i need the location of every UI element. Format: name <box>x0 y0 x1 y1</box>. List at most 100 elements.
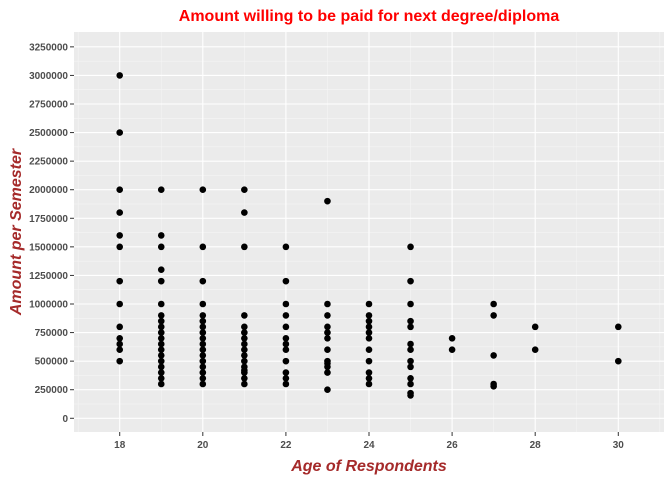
y-tick-label: 1250000 <box>29 271 68 282</box>
data-point <box>157 363 165 371</box>
data-point <box>407 300 414 308</box>
y-tick-label: 250000 <box>35 385 69 396</box>
data-point <box>157 346 165 354</box>
data-point <box>116 232 124 239</box>
data-point <box>116 277 124 285</box>
data-point <box>157 374 165 382</box>
data-point <box>407 392 414 399</box>
data-point <box>157 243 165 251</box>
data-point <box>365 317 373 325</box>
data-point <box>199 300 207 308</box>
minor-x-gridlines <box>77 32 661 432</box>
y-axis-ticks: 0 250000 500000 750000 1000000 1250000 1500000… <box>29 42 74 425</box>
data-point <box>324 323 331 331</box>
data-point <box>407 340 414 348</box>
data-point <box>407 323 414 331</box>
data-point <box>490 382 497 390</box>
data-point <box>282 323 290 331</box>
data-point <box>116 129 124 136</box>
data-point <box>614 323 622 331</box>
data-point <box>241 186 248 194</box>
data-point <box>365 312 373 319</box>
data-point <box>199 380 207 388</box>
data-point <box>241 340 248 348</box>
data-point <box>157 329 165 336</box>
data-point <box>241 380 248 388</box>
y-tick-label: 3250000 <box>29 42 68 53</box>
data-point <box>116 340 124 348</box>
data-point <box>241 323 248 331</box>
data-point <box>241 209 248 216</box>
y-axis-label: Amount per Semester <box>8 148 25 316</box>
data-point <box>490 300 497 308</box>
data-point <box>365 369 373 376</box>
data-point <box>282 357 290 365</box>
data-point <box>157 317 165 325</box>
x-tick-label: 30 <box>613 440 625 451</box>
data-point <box>282 312 290 319</box>
data-point <box>407 243 414 251</box>
x-tick-label: 26 <box>447 440 459 451</box>
data-point <box>324 300 331 308</box>
data-point <box>157 266 165 274</box>
data-point <box>365 329 373 336</box>
data-point <box>199 317 207 325</box>
data-point <box>324 363 331 371</box>
chart-title: Amount willing to be paid for next degre… <box>179 8 560 25</box>
data-point <box>199 323 207 331</box>
data-point <box>365 334 373 342</box>
data-point <box>116 357 124 365</box>
y-tick-label: 2500000 <box>29 128 68 139</box>
data-point <box>116 209 124 216</box>
x-tick-label: 20 <box>197 440 209 451</box>
data-point <box>199 334 207 342</box>
data-point <box>282 374 290 382</box>
data-point <box>490 352 497 359</box>
data-point <box>241 369 248 376</box>
data-point <box>241 357 248 365</box>
data-point <box>282 346 290 354</box>
data-point <box>157 380 165 388</box>
data-point <box>241 346 248 354</box>
data-point <box>199 329 207 336</box>
data-point <box>199 374 207 382</box>
data-point <box>365 323 373 331</box>
data-point <box>282 334 290 342</box>
x-axis-ticks: 18 20 22 24 26 28 30 <box>114 432 624 451</box>
data-point <box>282 369 290 376</box>
x-tick-label: 28 <box>530 440 542 451</box>
data-point <box>241 334 248 342</box>
x-tick-label: 22 <box>280 440 292 451</box>
data-point <box>241 374 248 382</box>
data-point <box>282 277 290 285</box>
y-tick-label: 3000000 <box>29 71 68 82</box>
data-point <box>157 277 165 285</box>
y-tick-label: 1000000 <box>29 300 68 311</box>
data-point <box>324 197 331 205</box>
data-point <box>157 323 165 331</box>
data-point <box>490 312 497 319</box>
data-point <box>157 300 165 308</box>
data-point <box>199 277 207 285</box>
data-point <box>116 186 124 194</box>
data-point <box>365 300 373 308</box>
data-point <box>157 232 165 239</box>
x-axis-label: Age of Respondents <box>290 458 447 475</box>
data-point <box>199 346 207 354</box>
data-point <box>448 346 456 354</box>
x-tick-label: 18 <box>114 440 126 451</box>
data-point <box>407 374 414 382</box>
data-point <box>116 72 124 79</box>
y-tick-label: 2000000 <box>29 185 68 196</box>
data-point <box>448 334 456 342</box>
data-point <box>282 300 290 308</box>
data-point <box>116 300 124 308</box>
data-point <box>324 369 331 376</box>
y-tick-label: 500000 <box>35 357 69 368</box>
data-point <box>324 346 331 354</box>
y-tick-label: 2750000 <box>29 100 68 111</box>
data-point <box>116 323 124 331</box>
data-point <box>365 374 373 382</box>
data-point <box>157 186 165 194</box>
